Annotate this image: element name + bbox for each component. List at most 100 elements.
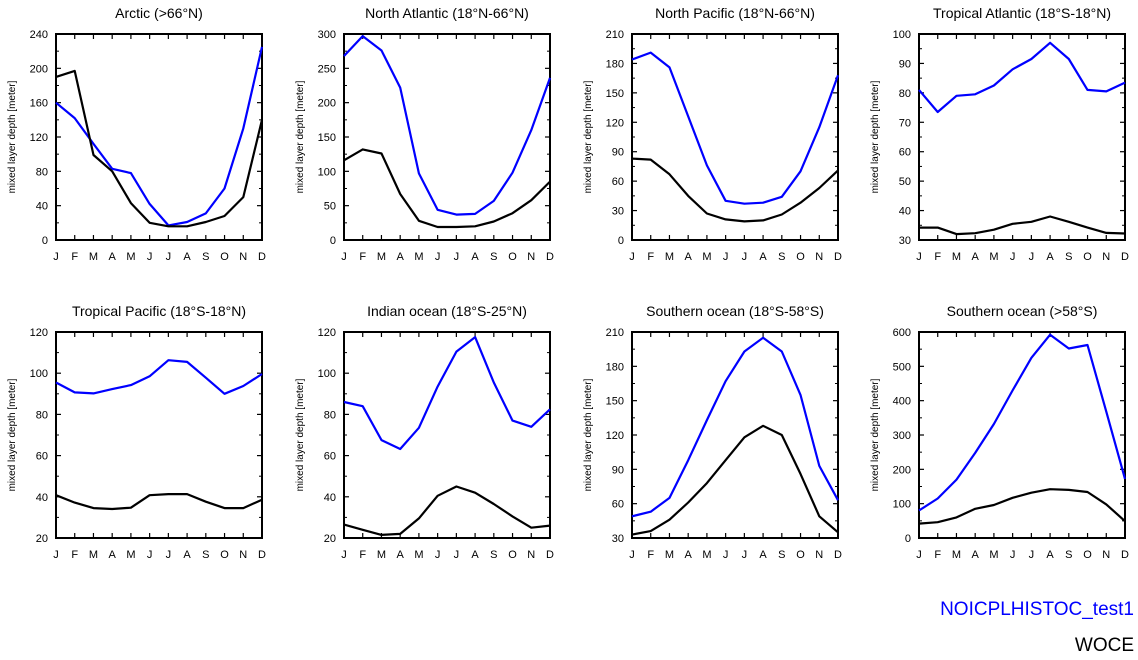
x-tick-label: A xyxy=(972,549,980,561)
x-tick-label: J xyxy=(1029,549,1035,561)
y-tick-label: 20 xyxy=(324,533,336,545)
y-axis-label: mixed layer depth [meter] xyxy=(870,80,881,193)
legend-series-a-label: NOICPLHISTOC_test1 xyxy=(940,599,1134,620)
chart-title: Southern ocean (>58°S) xyxy=(947,303,1098,319)
y-tick-label: 100 xyxy=(893,499,911,511)
x-tick-label: A xyxy=(759,251,767,263)
x-tick-label: M xyxy=(377,549,386,561)
series-line-woce xyxy=(343,148,551,229)
y-tick-label: 50 xyxy=(899,176,911,188)
x-tick-label: A xyxy=(685,549,693,561)
x-tick-label: J xyxy=(53,251,59,263)
x-tick-label: A xyxy=(1046,251,1054,263)
y-tick-label: 0 xyxy=(618,235,624,247)
x-tick-label: N xyxy=(1102,251,1110,263)
x-tick-label: M xyxy=(665,549,674,561)
y-tick-label: 400 xyxy=(893,396,911,408)
series-line-noicplhistoc xyxy=(918,41,1126,114)
series-line-noicplhistoc xyxy=(343,34,552,216)
x-tick-label: M xyxy=(989,251,998,263)
x-tick-label: A xyxy=(1046,549,1054,561)
y-tick-label: 70 xyxy=(899,117,911,129)
x-tick-label: S xyxy=(1065,549,1072,561)
x-tick-label: M xyxy=(126,251,135,263)
x-tick-label: M xyxy=(665,251,674,263)
y-axis-label: mixed layer depth [meter] xyxy=(583,378,594,491)
y-tick-label: 80 xyxy=(899,88,911,100)
x-tick-label: S xyxy=(1065,251,1072,263)
x-tick-label: D xyxy=(1121,549,1129,561)
plot-frame xyxy=(918,331,1126,539)
y-tick-label: 120 xyxy=(30,132,48,144)
y-axis-label: mixed layer depth [meter] xyxy=(295,378,306,491)
chart-title: Indian ocean (18°S-25°N) xyxy=(367,303,527,319)
y-tick-label: 100 xyxy=(30,368,48,380)
chart-title: North Pacific (18°N-66°N) xyxy=(655,5,815,21)
x-tick-label: M xyxy=(377,251,386,263)
y-axis-label: mixed layer depth [meter] xyxy=(870,378,881,491)
x-tick-label: J xyxy=(916,251,922,263)
chart-panels: Arctic (>66°N) mixed layer depth [meter] 0… xyxy=(7,5,1129,561)
x-tick-label: N xyxy=(815,251,823,263)
chart-title: Tropical Pacific (18°S-18°N) xyxy=(72,303,246,319)
y-tick-label: 40 xyxy=(36,492,48,504)
y-tick-label: 150 xyxy=(318,132,336,144)
x-tick-label: N xyxy=(527,251,535,263)
y-tick-label: 60 xyxy=(899,147,911,159)
x-tick-label: D xyxy=(546,251,554,263)
y-tick-label: 210 xyxy=(606,327,624,339)
series-line-noicplhistoc xyxy=(631,51,840,205)
x-tick-label: M xyxy=(89,251,98,263)
y-tick-label: 120 xyxy=(30,327,48,339)
y-tick-label: 300 xyxy=(318,29,336,41)
y-tick-label: 200 xyxy=(318,98,336,110)
x-tick-label: O xyxy=(796,251,805,263)
y-tick-label: 100 xyxy=(318,166,336,178)
chart-title: Southern ocean (18°S-58°S) xyxy=(646,303,824,319)
x-tick-label: J xyxy=(53,549,59,561)
x-tick-label: F xyxy=(647,251,654,263)
x-tick-label: A xyxy=(471,549,479,561)
x-tick-label: N xyxy=(527,549,535,561)
chart-title: North Atlantic (18°N-66°N) xyxy=(365,5,529,21)
x-tick-label: J xyxy=(454,251,460,263)
x-tick-label: D xyxy=(258,251,266,263)
x-tick-label: S xyxy=(202,251,209,263)
plot-frame xyxy=(631,331,839,539)
x-tick-label: D xyxy=(546,549,554,561)
y-tick-label: 0 xyxy=(42,235,48,247)
x-tick-label: J xyxy=(742,549,748,561)
x-tick-label: F xyxy=(934,549,941,561)
x-tick-label: J xyxy=(166,549,172,561)
y-tick-label: 40 xyxy=(324,492,336,504)
y-tick-label: 100 xyxy=(318,368,336,380)
x-tick-label: J xyxy=(454,549,460,561)
x-tick-label: J xyxy=(166,251,172,263)
x-tick-label: A xyxy=(109,549,117,561)
y-tick-label: 500 xyxy=(893,361,911,373)
x-tick-label: J xyxy=(341,251,347,263)
x-tick-label: A xyxy=(183,251,191,263)
x-tick-label: S xyxy=(778,549,785,561)
x-tick-label: A xyxy=(183,549,191,561)
y-tick-label: 90 xyxy=(899,58,911,70)
y-tick-label: 30 xyxy=(612,533,624,545)
y-tick-label: 40 xyxy=(899,206,911,218)
y-tick-label: 0 xyxy=(330,235,336,247)
y-axis-label: mixed layer depth [meter] xyxy=(7,378,18,491)
y-tick-label: 210 xyxy=(606,29,624,41)
x-tick-label: M xyxy=(126,549,135,561)
y-tick-label: 60 xyxy=(36,451,48,463)
x-tick-label: O xyxy=(796,549,805,561)
x-tick-label: S xyxy=(778,251,785,263)
x-tick-label: J xyxy=(723,251,729,263)
y-tick-label: 150 xyxy=(606,396,624,408)
chart-panel-8: Southern ocean (>58°S) mixed layer depth … xyxy=(870,303,1129,561)
y-tick-label: 200 xyxy=(893,464,911,476)
y-tick-label: 250 xyxy=(318,63,336,75)
y-axis-label: mixed layer depth [meter] xyxy=(295,80,306,193)
x-tick-label: F xyxy=(359,549,366,561)
x-tick-label: J xyxy=(629,251,635,263)
x-tick-label: F xyxy=(934,251,941,263)
x-tick-label: A xyxy=(972,251,980,263)
